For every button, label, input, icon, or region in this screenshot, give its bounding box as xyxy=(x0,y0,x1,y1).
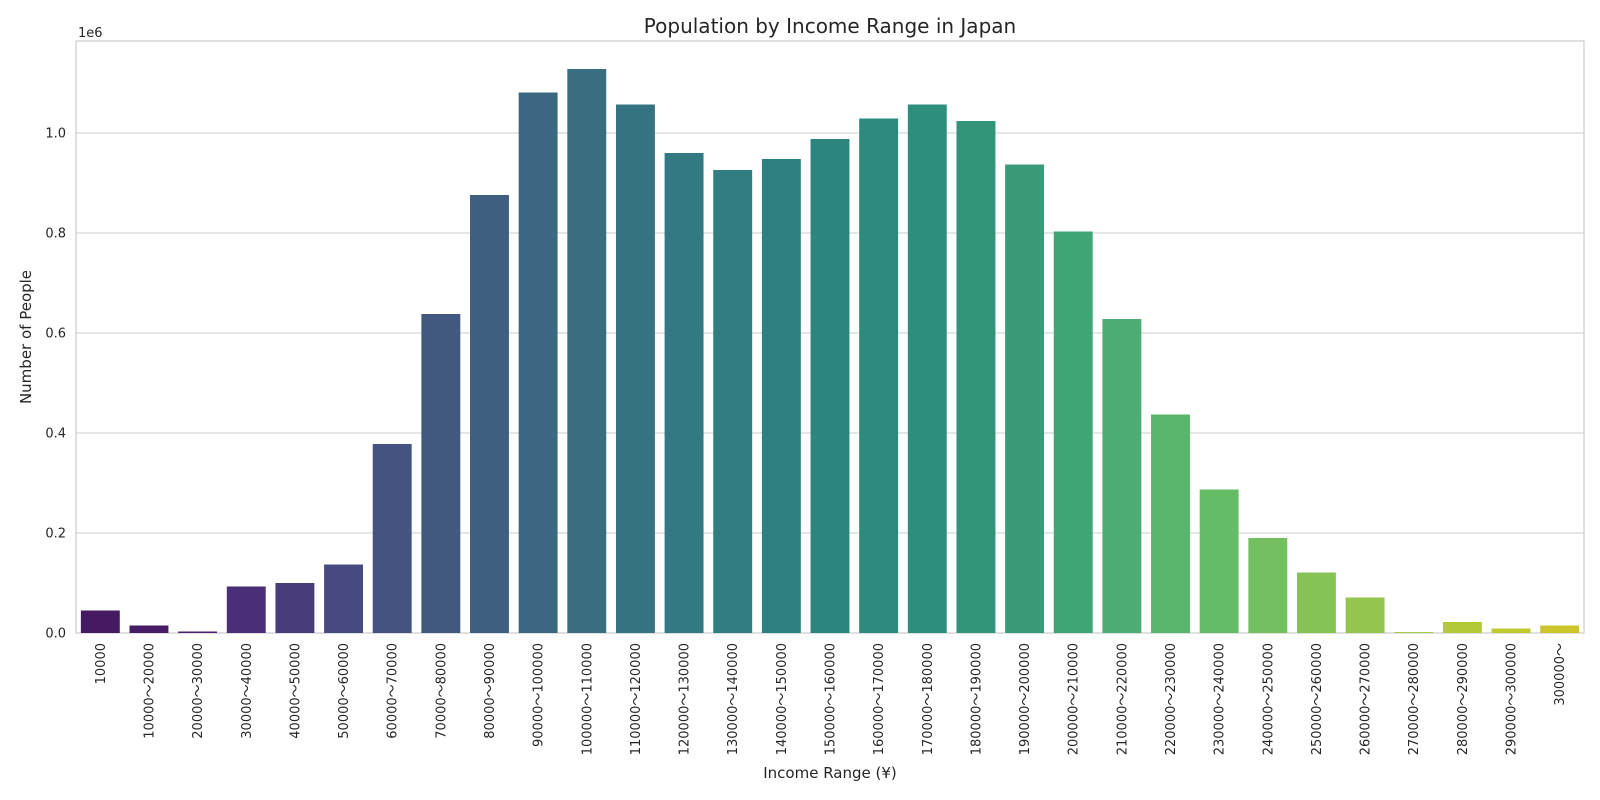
bar xyxy=(859,118,899,633)
x-tick-label: 120000～130000 xyxy=(678,643,693,755)
x-tick-label: 10000～20000 xyxy=(142,643,157,739)
x-tick-label: 160000～170000 xyxy=(872,643,887,755)
x-tick-label: 250000～260000 xyxy=(1310,643,1325,755)
x-tick-label: 270000～280000 xyxy=(1407,643,1422,755)
bar xyxy=(761,159,801,633)
y-axis-label: Number of People xyxy=(17,270,35,404)
bar xyxy=(226,586,266,633)
x-tick-label: 280000～290000 xyxy=(1456,643,1471,755)
bar xyxy=(1151,414,1190,633)
x-tick-label: 200000～210000 xyxy=(1067,643,1082,755)
x-tick-label: 210000～220000 xyxy=(1115,643,1130,755)
bar xyxy=(956,121,996,633)
bar xyxy=(907,104,947,633)
x-tick-label: 180000～190000 xyxy=(969,643,984,755)
x-tick-label: 20000～30000 xyxy=(191,643,206,739)
bar xyxy=(1394,632,1434,633)
bar xyxy=(713,170,753,633)
x-tick-label: 150000～160000 xyxy=(824,643,839,755)
x-tick-label: 300000～ xyxy=(1553,643,1568,706)
x-tick-label: 10000 xyxy=(94,643,109,684)
x-tick-label: 60000～70000 xyxy=(386,643,401,739)
bar xyxy=(1102,319,1142,633)
x-tick-label: 140000～150000 xyxy=(775,643,790,755)
bar xyxy=(518,92,558,633)
chart-title: Population by Income Range in Japan xyxy=(644,14,1016,38)
x-tick-label: 170000～180000 xyxy=(921,643,936,755)
x-tick-label: 190000～200000 xyxy=(1018,643,1033,755)
y-axis-multiplier: 1e6 xyxy=(78,26,103,41)
bar xyxy=(275,583,315,633)
y-tick-label: 1.0 xyxy=(45,127,66,142)
bar xyxy=(470,195,509,633)
bar xyxy=(1345,597,1385,633)
x-tick-label: 100000～110000 xyxy=(580,643,595,755)
y-tick-label: 0.6 xyxy=(45,327,66,342)
x-tick-label: 30000～40000 xyxy=(240,643,255,739)
y-tick-labels: 0.0 0.2 0.4 0.6 0.8 1.0 xyxy=(45,127,66,642)
bars xyxy=(80,69,1580,633)
bar xyxy=(178,631,218,633)
bar xyxy=(1296,572,1336,633)
bar xyxy=(615,104,655,633)
y-tick-label: 0.8 xyxy=(45,227,66,242)
x-tick-label: 70000～80000 xyxy=(434,643,449,739)
bar xyxy=(80,610,120,633)
x-tick-label: 50000～60000 xyxy=(337,643,352,739)
x-tick-label: 220000～230000 xyxy=(1164,643,1179,755)
x-tick-label: 240000～250000 xyxy=(1261,643,1276,755)
bar xyxy=(129,625,169,633)
x-tick-label: 230000～240000 xyxy=(1213,643,1228,755)
bar xyxy=(421,314,461,633)
bar xyxy=(372,444,412,633)
bar xyxy=(1053,231,1093,633)
bar xyxy=(324,564,364,633)
y-tick-label: 0.2 xyxy=(45,527,66,542)
x-tick-labels: 10000 10000～20000 20000～30000 30000～40000 40… xyxy=(94,643,1568,755)
x-tick-label: 90000～100000 xyxy=(532,643,547,747)
bar xyxy=(1442,622,1482,633)
x-axis-label: Income Range (¥) xyxy=(763,764,897,782)
x-tick-label: 130000～140000 xyxy=(726,643,741,755)
y-tick-label: 0.4 xyxy=(45,427,66,442)
bar xyxy=(664,153,704,633)
bar xyxy=(1199,489,1239,633)
x-tick-label: 40000～50000 xyxy=(288,643,303,739)
x-tick-label: 80000～90000 xyxy=(483,643,498,739)
bar xyxy=(810,139,850,633)
bar xyxy=(1491,628,1531,633)
bar xyxy=(567,69,607,633)
x-tick-label: 260000～270000 xyxy=(1359,643,1374,755)
bar xyxy=(1005,164,1045,633)
bar xyxy=(1248,538,1288,633)
y-tick-label: 0.0 xyxy=(45,627,66,642)
x-tick-label: 110000～120000 xyxy=(629,643,644,755)
bar xyxy=(1540,625,1580,633)
x-tick-label: 290000～300000 xyxy=(1505,643,1520,755)
